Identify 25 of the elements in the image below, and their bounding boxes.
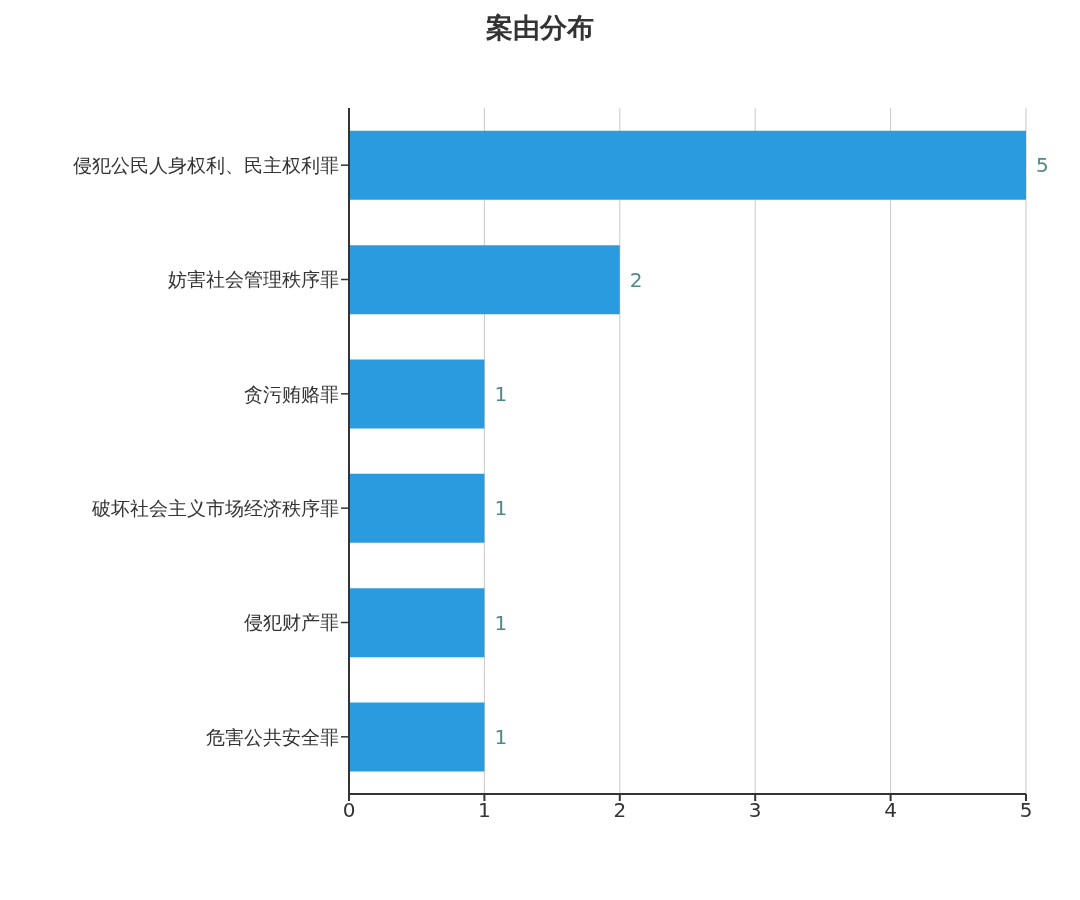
bar [349,702,485,772]
y-tick-label: 危害公共安全罪 [206,725,339,748]
y-tick-label: 侵犯公民人身权利、民主权利罪 [73,153,339,176]
bar [349,588,485,658]
data-label: 2 [629,267,643,292]
data-label: 1 [494,610,508,635]
x-tick-label: 4 [884,798,897,823]
data-label: 1 [494,725,508,750]
y-tick-label: 破坏社会主义市场经济秩序罪 [91,496,339,519]
y-tick-label: 妨害社会管理秩序罪 [168,268,339,291]
y-tick-label: 侵犯财产罪 [244,611,339,634]
data-label: 1 [494,496,508,521]
bar [349,130,1026,200]
bar [349,359,485,429]
x-tick-label: 1 [478,798,491,823]
y-tick-label: 贪污贿赂罪 [244,382,339,405]
x-tick-label: 2 [613,798,627,823]
x-tick-label: 0 [342,798,356,823]
bar [349,245,620,315]
x-tick-label: 5 [1019,798,1033,823]
data-label: 5 [1036,153,1049,178]
x-tick-label: 3 [748,798,762,823]
chart-title: 案由分布 [485,11,595,45]
bar [349,473,485,543]
data-label: 1 [494,382,508,407]
